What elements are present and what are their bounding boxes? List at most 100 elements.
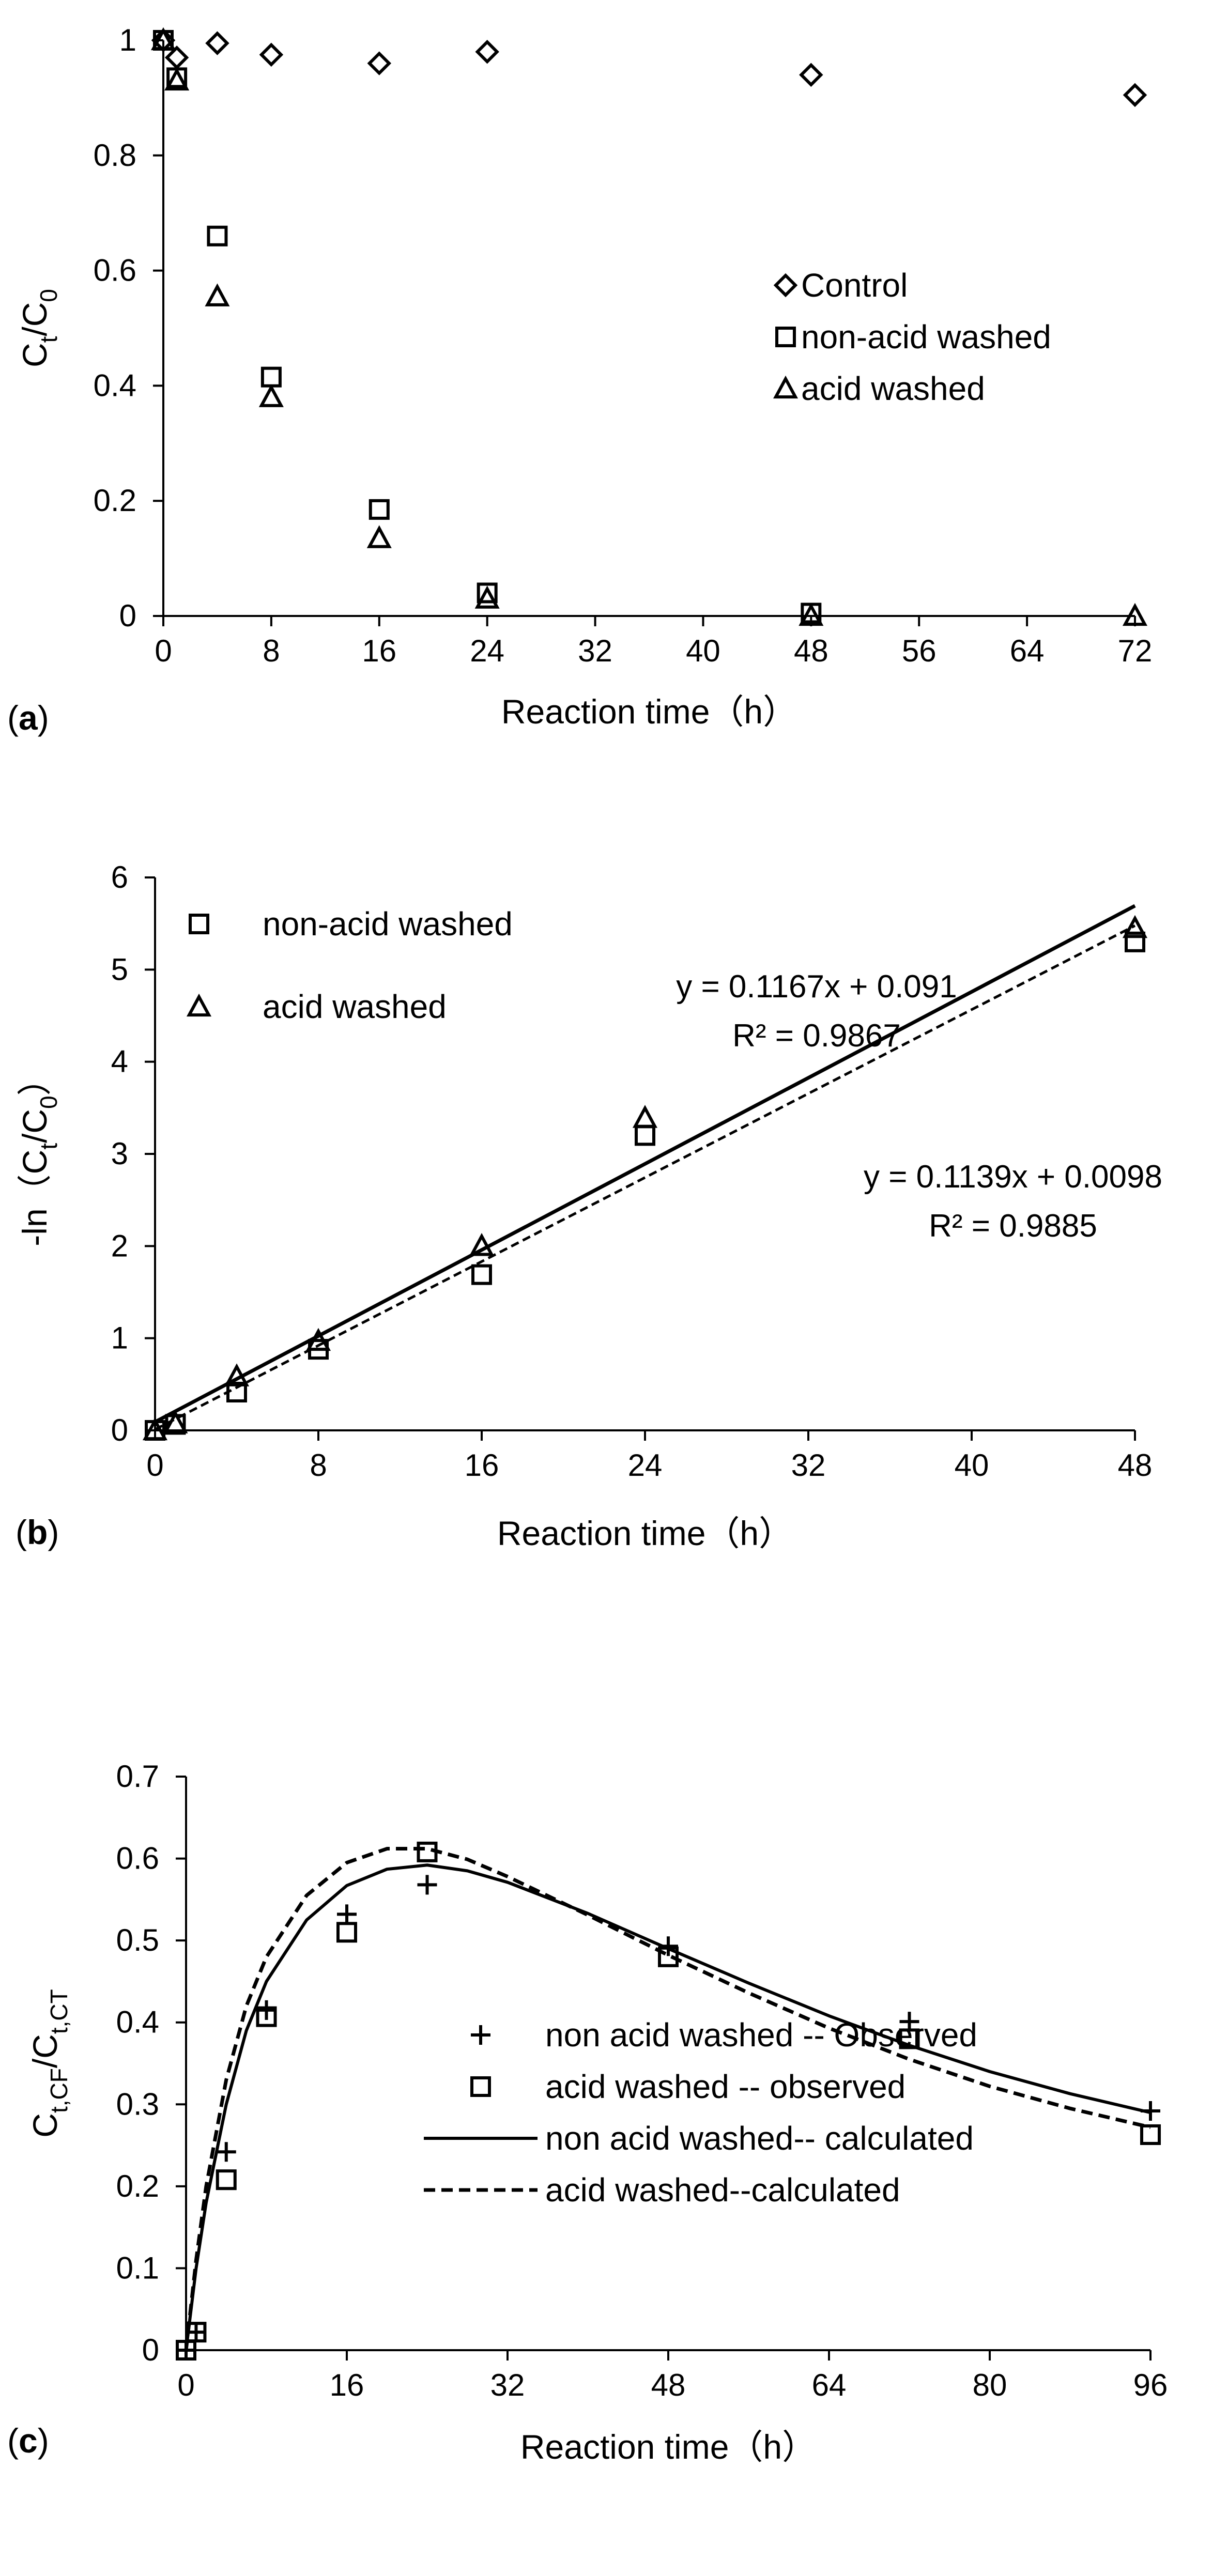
y-tick-label: 0.1 [116, 2250, 159, 2285]
legend-marker [773, 375, 799, 399]
legend-label: Control [801, 267, 908, 304]
data-point-non-acid-washed-observed [186, 2322, 206, 2342]
data-point-non-acid-washed [369, 499, 390, 520]
x-tick-label: 48 [794, 634, 828, 668]
x-tick-label: 40 [686, 634, 720, 668]
data-point-control [367, 51, 392, 75]
y-axis-label: Ct/C0 [16, 289, 62, 367]
y-tick-label: 3 [111, 1136, 128, 1171]
x-tick-label: 64 [812, 2368, 847, 2402]
trendline-acid-washed [154, 904, 1136, 1424]
y-tick-label: 0 [111, 1413, 128, 1447]
data-point-non-acid-washed [471, 1264, 492, 1285]
y-axis-label: Ct,CF/Ct,CT [26, 1989, 72, 2137]
legend-marker [189, 914, 209, 934]
data-point-control [1123, 83, 1147, 107]
x-tick-label: 16 [465, 1448, 499, 1483]
y-axis-label: -ln（Ct/C0） [16, 1061, 62, 1246]
x-axis-label: Reaction time（h） [501, 692, 797, 731]
x-tick-label: 96 [1133, 2368, 1168, 2402]
x-tick-label: 32 [490, 2368, 525, 2402]
data-point-acid-washed [469, 1233, 495, 1256]
legend-label: acid washed [263, 988, 447, 1025]
data-point-acid-washed [366, 525, 392, 548]
x-tick-label: 0 [146, 1448, 163, 1483]
data-point-acid-washed [163, 1410, 188, 1433]
x-tick-label: 72 [1118, 634, 1153, 668]
chart-panel-a: 0 8 16 24 32 40 48 56 64 72 0 0.2 0.4 0.6 0.8 1 Reaction… [7, 23, 1152, 737]
trendline-equation: y = 0.1139x + 0.0098 [864, 1159, 1162, 1195]
x-tick-label: 48 [651, 2368, 686, 2402]
data-point-acid-washed [142, 1417, 168, 1441]
y-tick-label: 0.2 [94, 483, 136, 518]
data-point-acid-washed-observed [658, 1946, 679, 1967]
x-tick-label: 8 [310, 1448, 327, 1483]
data-point-non-acid-washed-observed [899, 2012, 919, 2032]
y-tick-label: 0.8 [94, 138, 136, 173]
data-point-acid-washed [632, 1105, 658, 1128]
data-point-acid-washed-observed [899, 2028, 920, 2049]
data-point-acid-washed [224, 1363, 250, 1386]
x-tick-label: 0 [155, 634, 172, 668]
panel-label: (b) [16, 1513, 59, 1551]
data-point-non-acid-washed-observed [417, 1875, 437, 1895]
data-point-acid-washed-observed [1140, 2124, 1161, 2145]
data-point-control [259, 42, 284, 67]
x-tick-label: 8 [263, 634, 280, 668]
data-point-acid-washed-observed [336, 1922, 357, 1943]
y-tick-label: 0.6 [116, 1841, 159, 1876]
data-point-control [164, 45, 189, 70]
x-axis-label: Reaction time（h） [520, 2428, 816, 2466]
legend-marker [186, 993, 212, 1017]
data-point-non-acid-washed-observed [658, 1936, 678, 1956]
data-point-non-acid-washed [260, 366, 282, 388]
data-point-non-acid-washed-observed [337, 1904, 357, 1924]
y-tick-label: 5 [111, 952, 128, 986]
x-tick-label: 48 [1118, 1448, 1153, 1483]
legend-marker [470, 2076, 491, 2097]
data-point-acid-washed [258, 384, 284, 407]
data-point-acid-washed [799, 603, 824, 626]
y-tick-label: 0.6 [94, 253, 136, 288]
legend: non-acid washed acid washed [186, 905, 513, 1025]
x-tick-label: 16 [330, 2368, 364, 2402]
trendline-r2: R² = 0.9885 [929, 1208, 1097, 1244]
data-point-acid-washed [1122, 915, 1148, 938]
y-tick-label: 1 [111, 1321, 128, 1355]
data-point-non-acid-washed-observed [1141, 2101, 1160, 2121]
x-tick-label: 24 [628, 1448, 663, 1483]
legend-label: acid washed -- observed [545, 2068, 905, 2105]
x-axis-label: Reaction time（h） [497, 1514, 793, 1552]
data-point-non-acid-washed-observed [256, 2000, 277, 2020]
legend-marker [775, 327, 796, 347]
x-tick-label: 56 [902, 634, 937, 668]
data-point-acid-washed [150, 27, 176, 51]
legend-label: non acid washed-- calculated [545, 2120, 974, 2157]
data-point-acid-washed-observed [216, 2169, 237, 2191]
legend-label: non-acid washed [263, 905, 513, 943]
data-point-acid-washed [205, 283, 230, 306]
y-tick-label: 0 [142, 2333, 159, 2367]
data-point-acid-washed-observed [186, 2322, 207, 2343]
data-point-acid-washed-observed [256, 2006, 277, 2027]
y-tick-label: 0 [119, 598, 136, 633]
x-tick-label: 32 [791, 1448, 826, 1483]
y-tick-label: 0.2 [116, 2169, 159, 2203]
legend-label: non-acid washed [801, 318, 1051, 356]
data-point-acid-washed [164, 67, 190, 91]
y-tick-label: 0.5 [116, 1923, 159, 1957]
y-tick-label: 0.3 [116, 2087, 159, 2121]
series-line-acid-washed-calculated [184, 1847, 1151, 2351]
chart-panel-c: 0 16 32 48 64 80 96 0 0.1 0.2 0.3 0.4 0.5 0.6 0.7 React… [7, 1759, 1168, 2466]
data-point-non-acid-washed [1125, 931, 1145, 952]
y-tick-label: 0.7 [116, 1759, 159, 1794]
data-point-non-acid-washed-observed [176, 2340, 196, 2360]
y-tick-label: 1 [119, 23, 136, 57]
x-tick-label: 16 [362, 634, 396, 668]
legend-label: non acid washed -- Observed [545, 2016, 977, 2054]
x-tick-label: 64 [1010, 634, 1045, 668]
y-tick-label: 6 [111, 860, 128, 894]
legend-label: acid washed [801, 370, 985, 407]
x-tick-label: 40 [955, 1448, 989, 1483]
y-tick-label: 0.4 [94, 368, 136, 403]
